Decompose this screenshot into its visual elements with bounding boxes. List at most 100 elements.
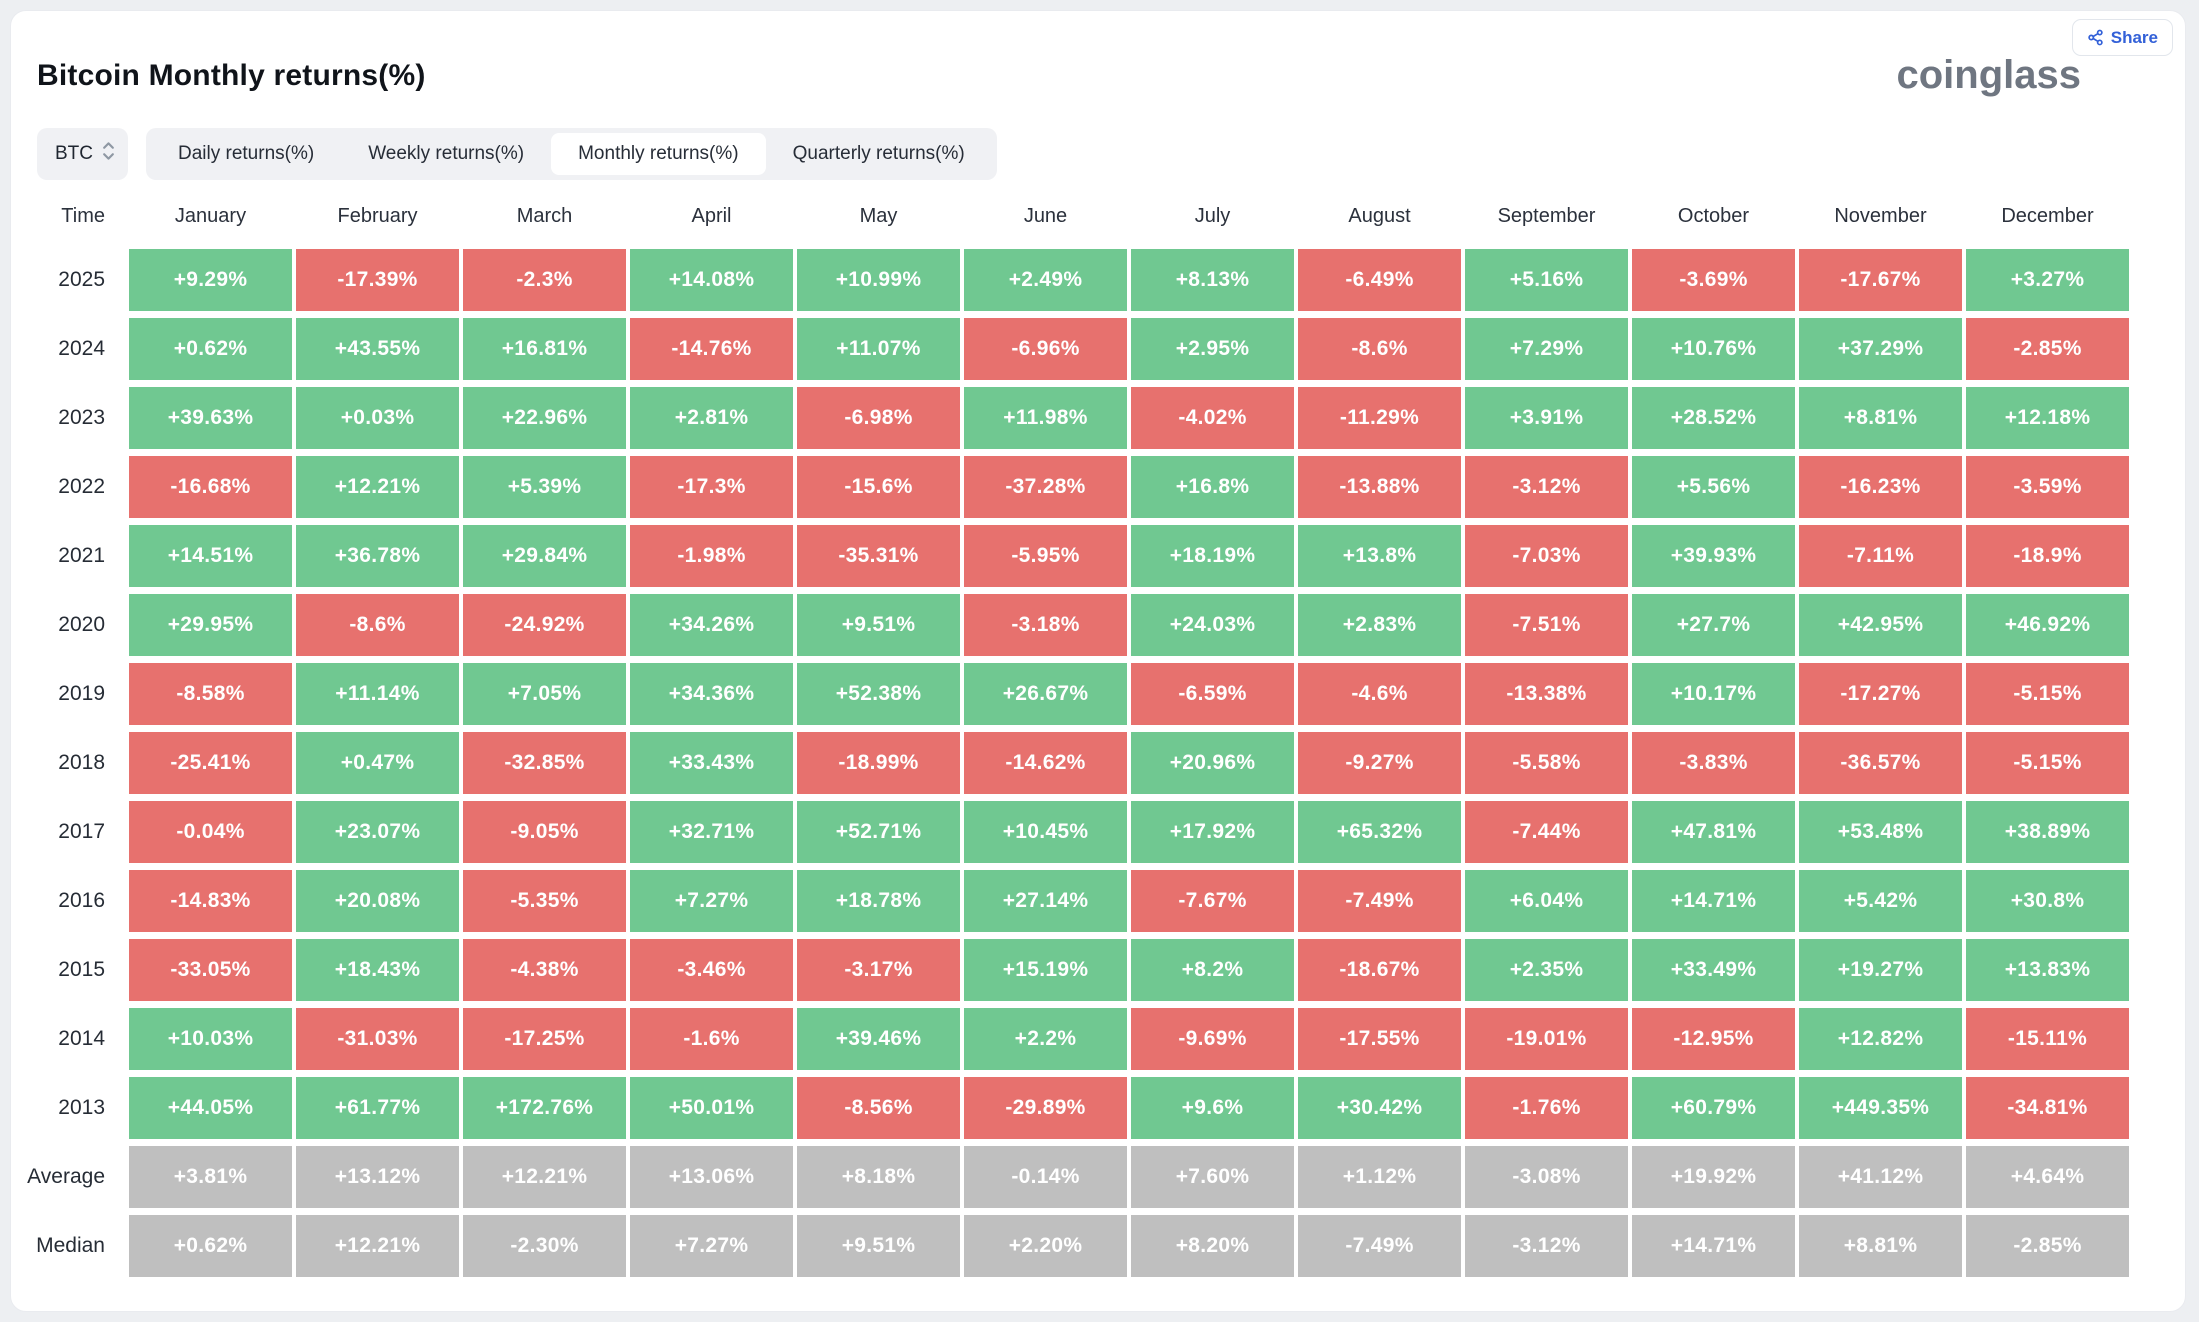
return-cell: +60.79% <box>1632 1077 1795 1139</box>
return-cell: +41.12% <box>1799 1146 1962 1208</box>
return-cell: -17.3% <box>630 456 793 518</box>
return-cell: +14.71% <box>1632 870 1795 932</box>
row-label: 2015 <box>58 958 105 981</box>
tab-quarterly-returns[interactable]: Quarterly returns(%) <box>792 143 965 164</box>
return-cell: +14.71% <box>1632 1215 1795 1277</box>
return-cell: +0.62% <box>129 318 292 380</box>
return-cell: -17.67% <box>1799 249 1962 311</box>
return-cell: +8.20% <box>1131 1215 1294 1277</box>
return-cell: -2.30% <box>463 1215 626 1277</box>
return-cell: +10.17% <box>1632 663 1795 725</box>
returns-tabs: Daily returns(%) Weekly returns(%) Month… <box>146 128 997 180</box>
column-header-month: September <box>1497 204 1596 227</box>
return-cell: -6.59% <box>1131 663 1294 725</box>
return-cell: +27.14% <box>964 870 1127 932</box>
return-cell: -17.25% <box>463 1008 626 1070</box>
share-button[interactable]: Share <box>2071 19 2173 56</box>
return-cell: -5.35% <box>463 870 626 932</box>
return-cell: +19.27% <box>1799 939 1962 1001</box>
return-cell: -24.92% <box>463 594 626 656</box>
return-cell: +3.27% <box>1966 249 2129 311</box>
return-cell: +11.98% <box>964 387 1127 449</box>
return-cell: -14.76% <box>630 318 793 380</box>
return-cell: -15.6% <box>797 456 960 518</box>
return-cell: +28.52% <box>1632 387 1795 449</box>
return-cell: +39.46% <box>797 1008 960 1070</box>
returns-table: 2025 +9.29% -17.39% -2.3% +14.08% +10.99% +2.4… <box>27 249 2185 1277</box>
return-cell: -7.03% <box>1465 525 1628 587</box>
return-cell: -6.98% <box>797 387 960 449</box>
return-cell: +2.35% <box>1465 939 1628 1001</box>
sort-arrows-icon <box>102 140 115 168</box>
row-label: 2016 <box>58 889 105 912</box>
return-cell: -33.05% <box>129 939 292 1001</box>
return-cell: +16.8% <box>1131 456 1294 518</box>
return-cell: +19.92% <box>1632 1146 1795 1208</box>
return-cell: -16.68% <box>129 456 292 518</box>
return-cell: +36.78% <box>296 525 459 587</box>
return-cell: +22.96% <box>463 387 626 449</box>
return-cell: +1.12% <box>1298 1146 1461 1208</box>
return-cell: +30.42% <box>1298 1077 1461 1139</box>
return-cell: -6.49% <box>1298 249 1461 311</box>
return-cell: -29.89% <box>964 1077 1127 1139</box>
return-cell: +7.27% <box>630 1215 793 1277</box>
return-cell: -8.6% <box>1298 318 1461 380</box>
tab-weekly-returns[interactable]: Weekly returns(%) <box>368 143 525 164</box>
return-cell: -7.49% <box>1298 870 1461 932</box>
return-cell: +24.03% <box>1131 594 1294 656</box>
tab-monthly-returns[interactable]: Monthly returns(%) <box>551 133 766 175</box>
row-label: 2021 <box>58 544 105 567</box>
return-cell: +10.76% <box>1632 318 1795 380</box>
return-cell: +18.19% <box>1131 525 1294 587</box>
return-cell: +20.96% <box>1131 732 1294 794</box>
row-label: 2022 <box>58 475 105 498</box>
return-cell: +8.18% <box>797 1146 960 1208</box>
return-cell: +14.08% <box>630 249 793 311</box>
return-cell: -1.98% <box>630 525 793 587</box>
return-cell: -0.14% <box>964 1146 1127 1208</box>
row-label: 2017 <box>58 820 105 843</box>
return-cell: +30.8% <box>1966 870 2129 932</box>
return-cell: +29.84% <box>463 525 626 587</box>
return-cell: +5.16% <box>1465 249 1628 311</box>
return-cell: -17.39% <box>296 249 459 311</box>
return-cell: +10.99% <box>797 249 960 311</box>
return-cell: +27.7% <box>1632 594 1795 656</box>
return-cell: +14.51% <box>129 525 292 587</box>
return-cell: +42.95% <box>1799 594 1962 656</box>
return-cell: -37.28% <box>964 456 1127 518</box>
return-cell: -1.76% <box>1465 1077 1628 1139</box>
return-cell: +8.13% <box>1131 249 1294 311</box>
return-cell: +38.89% <box>1966 801 2129 863</box>
row-label: 2023 <box>58 406 105 429</box>
return-cell: +6.04% <box>1465 870 1628 932</box>
tab-daily-returns[interactable]: Daily returns(%) <box>178 143 315 164</box>
return-cell: +61.77% <box>296 1077 459 1139</box>
coinglass-logo: coinglass <box>1896 53 2081 97</box>
return-cell: +17.92% <box>1131 801 1294 863</box>
return-cell: -34.81% <box>1966 1077 2129 1139</box>
return-cell: -3.18% <box>964 594 1127 656</box>
return-cell: -7.49% <box>1298 1215 1461 1277</box>
return-cell: +2.20% <box>964 1215 1127 1277</box>
return-cell: +44.05% <box>129 1077 292 1139</box>
return-cell: +11.14% <box>296 663 459 725</box>
return-cell: +7.05% <box>463 663 626 725</box>
coin-select[interactable]: BTC <box>37 128 128 180</box>
return-cell: -11.29% <box>1298 387 1461 449</box>
return-cell: +37.29% <box>1799 318 1962 380</box>
return-cell: -7.44% <box>1465 801 1628 863</box>
return-cell: +32.71% <box>630 801 793 863</box>
return-cell: +65.32% <box>1298 801 1461 863</box>
return-cell: -32.85% <box>463 732 626 794</box>
return-cell: -7.51% <box>1465 594 1628 656</box>
return-cell: +9.29% <box>129 249 292 311</box>
return-cell: -3.12% <box>1465 456 1628 518</box>
return-cell: +13.83% <box>1966 939 2129 1001</box>
return-cell: +15.19% <box>964 939 1127 1001</box>
return-cell: -6.96% <box>964 318 1127 380</box>
return-cell: +5.56% <box>1632 456 1795 518</box>
return-cell: +13.12% <box>296 1146 459 1208</box>
table-header: Time January February March April May June July… <box>37 196 2185 236</box>
